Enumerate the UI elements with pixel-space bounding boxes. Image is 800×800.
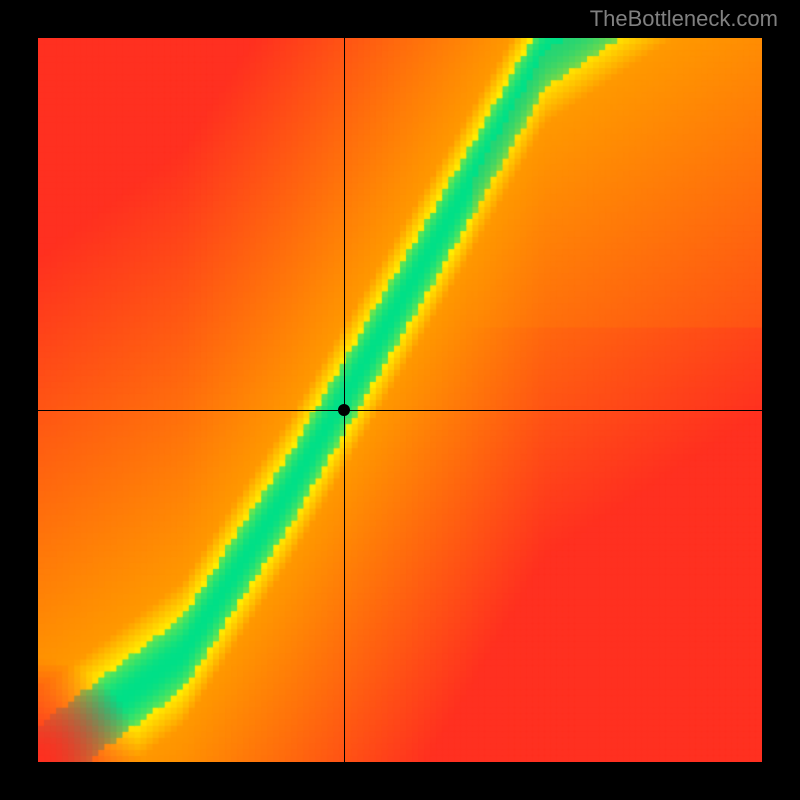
crosshair-vertical <box>344 38 345 762</box>
watermark-text: TheBottleneck.com <box>590 6 778 32</box>
crosshair-horizontal <box>38 410 762 411</box>
selection-marker[interactable] <box>338 404 350 416</box>
heatmap-canvas <box>38 38 762 762</box>
bottleneck-heatmap <box>38 38 762 762</box>
